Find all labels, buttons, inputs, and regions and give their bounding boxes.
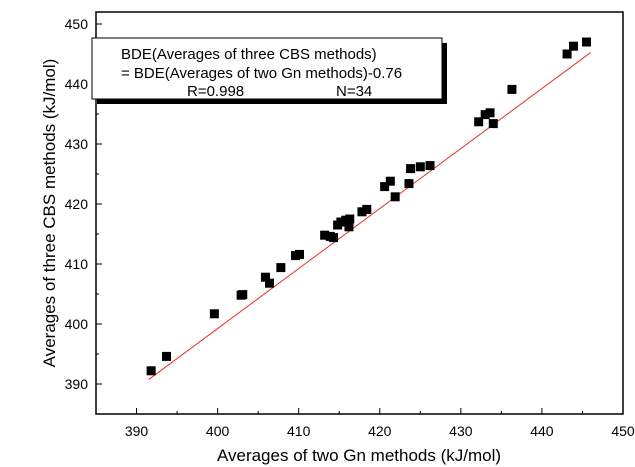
data-point [488, 119, 498, 129]
x-tick-label: 430 [449, 423, 473, 439]
legend-r-value: R=0.998 [187, 83, 244, 100]
data-point [507, 84, 517, 94]
data-point [265, 278, 275, 288]
x-tick-label: 390 [125, 423, 149, 439]
data-point [569, 41, 579, 51]
y-axis-ticks: 390 400 410 420 430 440 450 [65, 16, 102, 415]
data-point [238, 290, 248, 300]
data-point [390, 192, 400, 202]
data-point [474, 117, 484, 127]
data-point [276, 263, 286, 273]
fit-line [148, 52, 591, 380]
data-point [146, 366, 156, 376]
data-point [260, 272, 270, 282]
x-tick-label: 440 [530, 423, 554, 439]
legend-line-2: = BDE(Averages of two Gn methods)-0.76 [121, 65, 402, 82]
data-point [329, 233, 339, 243]
data-point [162, 351, 172, 361]
x-tick-label: 420 [368, 423, 392, 439]
x-axis-ticks: 390 400 410 420 430 440 450 [125, 408, 635, 439]
y-tick-label: 400 [65, 316, 89, 332]
x-axis-label: Averages of two Gn methods (kJ/mol) [217, 446, 501, 465]
y-axis-label: Averages of three CBS methods (kJ/mol) [40, 59, 59, 368]
plot-frame [95, 11, 624, 415]
data-point [344, 222, 354, 232]
data-point [425, 161, 435, 171]
data-point [345, 214, 355, 224]
data-point [336, 217, 346, 227]
data-point [480, 110, 490, 120]
legend-box: BDE(Averages of three CBS methods) = BDE… [91, 37, 447, 104]
y-tick-label: 440 [65, 76, 89, 92]
data-point [320, 230, 330, 240]
data-point [562, 49, 572, 59]
y-tick-label: 410 [65, 256, 89, 272]
data-point [209, 309, 219, 319]
y-tick-label: 430 [65, 136, 89, 152]
data-point [380, 182, 390, 192]
data-point [582, 37, 592, 47]
x-tick-label: 450 [611, 423, 635, 439]
x-tick-label: 410 [287, 423, 311, 439]
data-point [404, 179, 414, 189]
data-point [362, 204, 372, 214]
y-tick-label: 420 [65, 196, 89, 212]
legend-n-value: N=34 [336, 83, 372, 100]
legend-frame [91, 37, 443, 100]
data-points [146, 37, 592, 376]
data-point [385, 176, 395, 186]
x-tick-label: 400 [206, 423, 230, 439]
data-point [295, 249, 305, 259]
data-point [415, 162, 425, 172]
data-point [406, 164, 416, 174]
data-point [357, 207, 367, 217]
y-tick-label: 450 [65, 16, 89, 32]
legend-line-1: BDE(Averages of three CBS methods) [121, 46, 377, 63]
y-tick-label: 390 [65, 376, 89, 392]
data-point [485, 108, 495, 118]
